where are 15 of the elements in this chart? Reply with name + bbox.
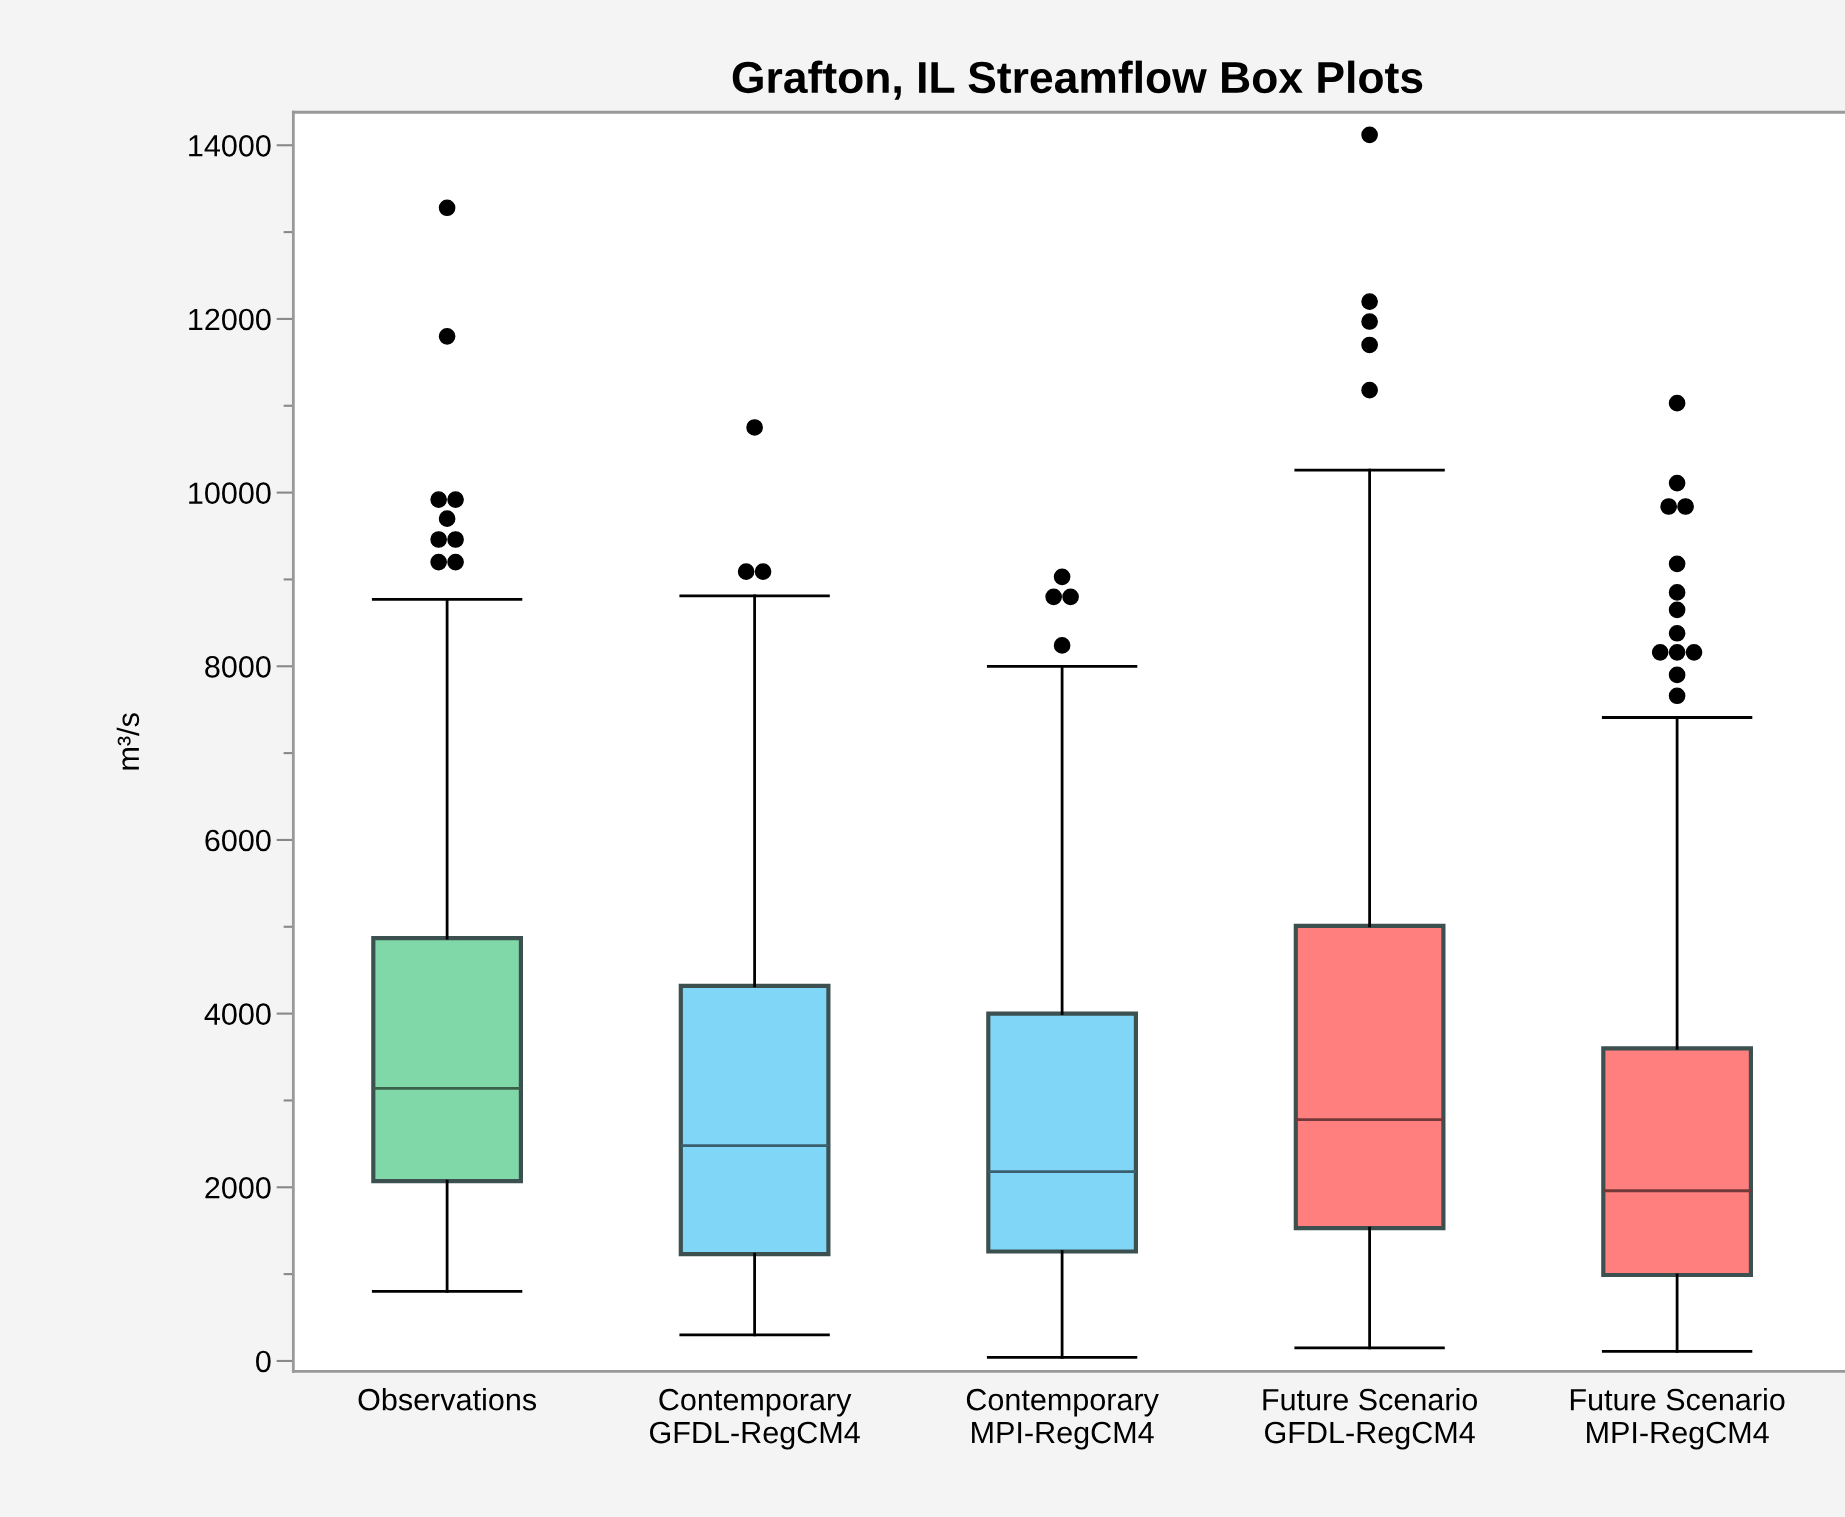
y-tick-label: 4000 [204, 1003, 271, 1025]
y-tick-label: 14000 [189, 134, 271, 157]
y-axis-title: m³/s [116, 713, 140, 770]
y-tick-label: 8000 [205, 656, 271, 678]
y-tick-label: 10000 [189, 482, 271, 504]
x-tick-label: Observations [358, 1388, 537, 1411]
y-tick-label: 12000 [189, 308, 271, 331]
y-tick-label: 6000 [205, 829, 271, 852]
chart-title: Grafton, IL Streamflow Box Plots [732, 60, 1423, 100]
x-tick-label: Contemporary GFDL-RegCM4 [650, 1388, 860, 1450]
x-tick-label: Future Scenario MPI-RegCM4 [1570, 1388, 1785, 1450]
x-tick-label: Future Scenario GFDL-RegCM4 [1263, 1388, 1478, 1450]
x-tick-label: Contemporary MPI-RegCM4 [966, 1388, 1159, 1450]
y-tick-label: 0 [256, 1350, 271, 1373]
y-tick-label: 2000 [205, 1177, 271, 1199]
